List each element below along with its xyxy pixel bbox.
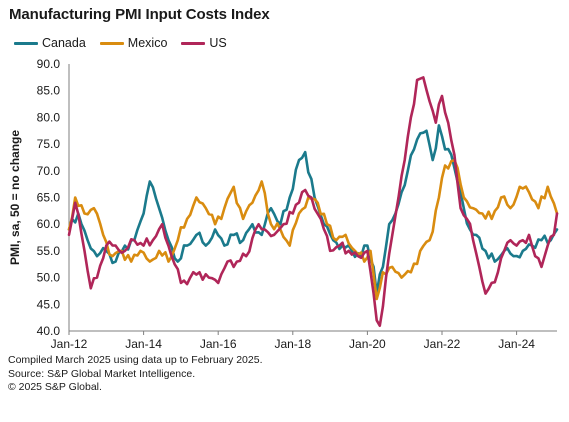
legend-label-mexico: Mexico (127, 36, 168, 50)
y-tick-label: 90.0 (37, 57, 61, 71)
footnote-source: Source: S&P Global Market Intelligence. (8, 367, 196, 380)
legend-label-us: US (209, 36, 227, 50)
x-tick-label: Jan-14 (125, 337, 162, 350)
y-tick-label: 75.0 (37, 137, 61, 151)
y-tick-label: 85.0 (37, 84, 61, 98)
legend-swatch-us (181, 41, 206, 45)
y-tick-label: 45.0 (37, 297, 61, 311)
y-tick-label: 65.0 (37, 191, 61, 205)
footnote-compiled: Compiled March 2025 using data up to Feb… (8, 354, 263, 366)
footnote-copyright: © 2025 S&P Global. (8, 381, 102, 393)
legend-label-canada: Canada (42, 36, 86, 50)
y-tick-label: 55.0 (37, 244, 61, 258)
legend-item-canada: Canada (14, 36, 86, 50)
x-tick-label: Jan-20 (349, 337, 386, 350)
chart-title: Manufacturing PMI Input Costs Index (9, 6, 270, 23)
legend-item-mexico: Mexico (99, 36, 168, 50)
y-tick-label: 70.0 (37, 164, 61, 178)
series-line-us (67, 76, 559, 327)
legend-item-us: US (181, 36, 227, 50)
x-tick-label: Jan-24 (498, 337, 535, 350)
chart-legend: Canada Mexico US (14, 35, 241, 51)
y-tick-label: 40.0 (37, 324, 61, 338)
line-chart: 40.0 45.0 50.0 55.0 60.0 65.0 70.0 75.0 80.0 85.0… (8, 57, 559, 350)
y-tick-label: 60.0 (37, 217, 61, 231)
legend-swatch-canada (14, 41, 38, 45)
y-tick-label: 80.0 (37, 110, 61, 124)
x-tick-label: Jan-12 (51, 337, 88, 350)
series-line-canada (67, 124, 559, 295)
y-tick-label: 50.0 (37, 271, 61, 285)
x-tick-label: Jan-16 (200, 337, 237, 350)
x-tick-label: Jan-22 (424, 337, 461, 350)
legend-swatch-mexico (99, 41, 124, 45)
x-tick-label: Jan-18 (274, 337, 311, 350)
y-axis-label: PMI, sa, 50 = no change (8, 130, 22, 265)
footnotes: Compiled March 2025 using data up to Feb… (8, 354, 263, 395)
